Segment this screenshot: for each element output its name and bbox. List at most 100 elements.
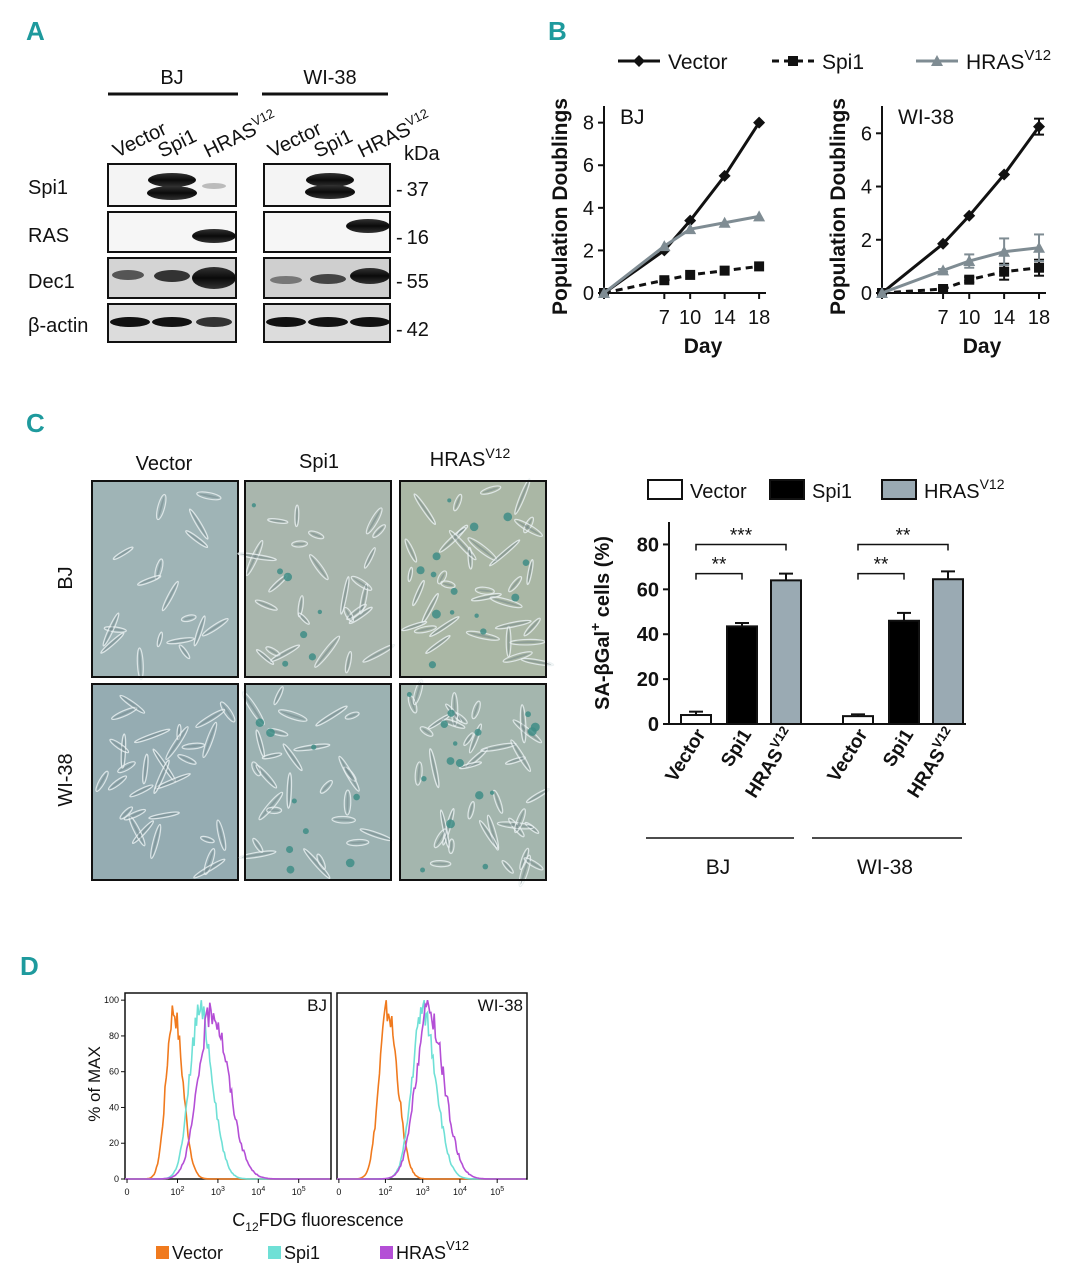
growth-y-label: Population Doublings — [827, 98, 850, 315]
blot-marker-37: -37 — [396, 179, 429, 201]
growth-point-spi1 — [754, 261, 765, 272]
blot-lane-bj-hras: HRASV12 — [199, 106, 281, 163]
significance-stars: ** — [874, 555, 889, 576]
growth-point-hras — [876, 287, 888, 298]
growth-series-vector — [603, 121, 761, 295]
svg-text:Population Doublings: Population Doublings — [549, 98, 572, 315]
flow-x-tick-label: 103 — [211, 1186, 225, 1197]
significance-stars: *** — [730, 525, 753, 546]
growth-point-spi1 — [964, 274, 975, 285]
blot-wi38 — [263, 163, 391, 343]
svg-text:BJ: BJ — [55, 566, 77, 589]
flow-plot-wi38: WI-38 0 102 103 104 105 — [336, 992, 528, 1197]
growth-y-tick-label: 2 — [583, 240, 594, 262]
bar-legend-swatch-vector — [647, 479, 683, 500]
bar-group-label: BJ — [706, 856, 731, 879]
svg-text:Vector: Vector — [824, 725, 873, 786]
growth-point-hras — [937, 264, 950, 276]
flow-legend-swatch-vector — [156, 1246, 169, 1259]
growth-y-tick-label: 4 — [861, 177, 872, 199]
flow-y-tick-label: 40 — [109, 1102, 119, 1112]
growth-series-spi1 — [881, 266, 1040, 295]
growth-point-vector — [998, 168, 1011, 181]
bar-category-label: Spi1 — [879, 725, 918, 771]
bar-y-tick-label: 40 — [637, 624, 659, 646]
growth-x-tick-label: 10 — [679, 307, 701, 329]
flow-x-tick-label: 103 — [416, 1186, 430, 1197]
micro-image-bj-spi1 — [237, 480, 396, 678]
growth-point-hras — [753, 210, 766, 222]
growth-y-tick-label: 8 — [583, 113, 594, 135]
micro-row-bj: BJ — [55, 566, 77, 589]
flow-x-tick-label: 102 — [171, 1186, 185, 1197]
growth-legend-marker-hras — [931, 55, 943, 66]
growth-point-vector — [753, 116, 766, 129]
micro-col-vector: Vector — [136, 453, 193, 475]
bar-legend-swatch-hras — [881, 479, 917, 500]
micro-image-wi38-hras — [399, 679, 550, 888]
blot-cell-wi38: WI-38 — [303, 67, 356, 89]
flow-x-tick-label: 104 — [251, 1186, 265, 1197]
panel-label-d: D — [20, 951, 39, 981]
flow-legend-swatch-hras — [380, 1246, 393, 1259]
growth-legend: Vector Spi1 HRASV12 — [618, 47, 1051, 74]
significance-stars: ** — [896, 525, 911, 546]
growth-point-spi1 — [999, 266, 1010, 277]
bar-vector — [842, 715, 874, 726]
growth-series-spi1 — [603, 264, 760, 295]
micro-col-spi1: Spi1 — [299, 451, 339, 473]
bar-legend-swatch-spi1 — [769, 479, 805, 500]
flow-plot-title: WI-38 — [478, 996, 523, 1015]
bar-hras — [932, 578, 964, 725]
flow-x-tick-label: 104 — [453, 1186, 467, 1197]
growth-x-tick-label: 18 — [748, 307, 770, 329]
bar-legend: Vector Spi1 HRASV12 — [647, 476, 1005, 503]
growth-point-spi1 — [659, 275, 670, 286]
micro-row-wi38: WI-38 — [55, 753, 77, 806]
flow-y-tick-label: 100 — [104, 995, 119, 1005]
micro-image-bj-vector — [91, 480, 239, 681]
flow-legend-label-hras: HRASV12 — [396, 1238, 469, 1263]
bar-hras — [770, 579, 802, 725]
svg-text:Spi1: Spi1 — [717, 725, 756, 771]
growth-legend-label-hras: HRASV12 — [966, 47, 1051, 74]
flow-legend-swatch-spi1 — [268, 1246, 281, 1259]
growth-legend-label-vector: Vector — [668, 51, 728, 74]
bar-y-tick-label: 0 — [648, 714, 659, 736]
panel-label-a: A — [26, 16, 45, 46]
growth-x-label: Day — [963, 335, 1002, 358]
growth-point-vector — [718, 169, 731, 182]
micro-image-bj-hras — [399, 478, 555, 678]
bar-spi1 — [888, 619, 920, 725]
growth-plot-bj: 0 2 4 6 8 7 10 14 18 Day Population Doublings BJ — [549, 98, 770, 358]
growth-series-hras — [603, 214, 760, 295]
flow-histogram-hras — [337, 1000, 526, 1180]
svg-text:WI-38: WI-38 — [55, 753, 77, 806]
growth-point-hras — [658, 240, 671, 252]
svg-text:HRASV12: HRASV12 — [199, 106, 281, 163]
significance-stars: ** — [712, 555, 727, 576]
growth-plot-title: WI-38 — [898, 106, 954, 129]
micro-image-wi38-spi1 — [238, 683, 393, 881]
blot-row-dec1: Dec1 — [28, 271, 75, 293]
growth-point-hras — [718, 216, 731, 228]
blot-bj — [107, 163, 237, 343]
panel-label-b: B — [548, 16, 567, 46]
blot-marker-42: -42 — [396, 319, 429, 341]
flow-y-tick-label: 0 — [114, 1174, 119, 1184]
svg-text:% of MAX: % of MAX — [85, 1046, 104, 1122]
flow-x-label: C12FDG fluorescence — [232, 1210, 403, 1234]
bar-y-tick-label: 80 — [637, 534, 659, 556]
growth-point-hras — [684, 223, 697, 235]
growth-y-tick-label: 0 — [583, 283, 594, 305]
flow-histogram-hras — [125, 1002, 330, 1180]
growth-point-hras — [998, 245, 1011, 257]
blot-row-spi1: Spi1 — [28, 177, 68, 199]
significance-bracket — [695, 572, 743, 580]
growth-plot-title: BJ — [620, 106, 645, 129]
micro-image-wi38-vector — [91, 683, 239, 881]
flow-y-label: % of MAX — [85, 1046, 104, 1122]
significance-bracket — [857, 543, 949, 551]
